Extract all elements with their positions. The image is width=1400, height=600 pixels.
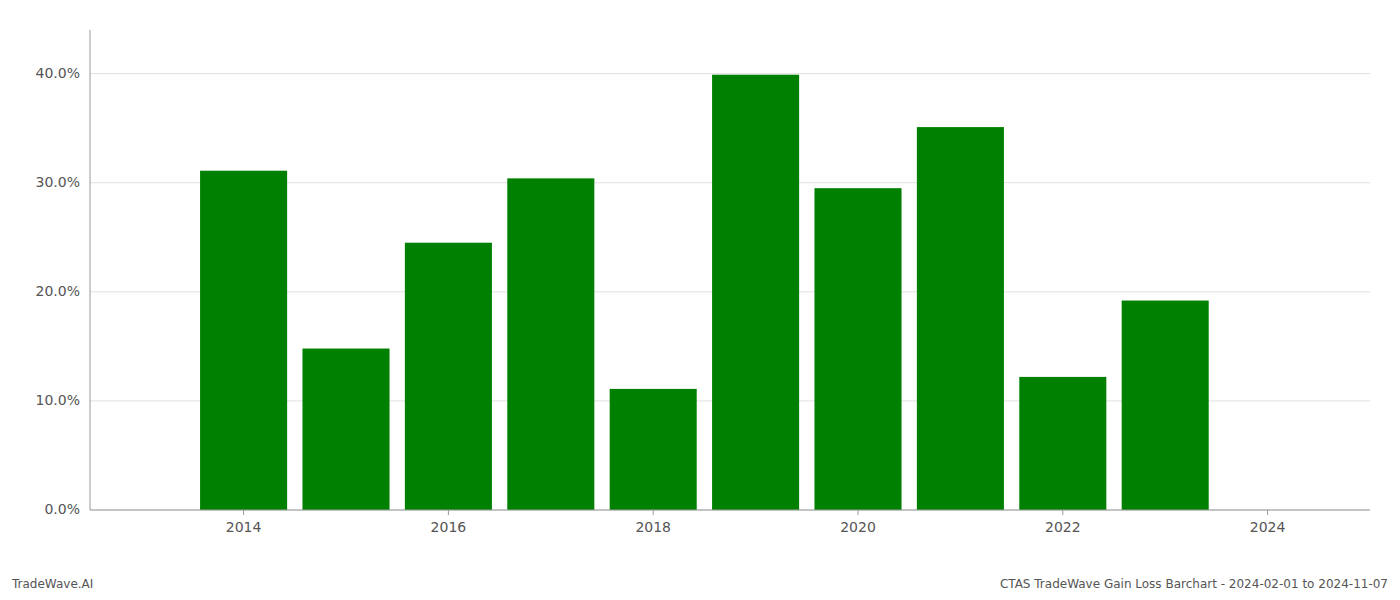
grid-line xyxy=(90,510,1370,511)
bar xyxy=(507,178,594,510)
x-tick xyxy=(858,510,859,515)
bar xyxy=(712,75,799,510)
x-tick-label: 2018 xyxy=(635,519,671,535)
x-tick xyxy=(448,510,449,515)
bar xyxy=(200,171,287,510)
y-axis-line xyxy=(90,30,91,510)
x-axis-line xyxy=(90,510,1370,511)
background xyxy=(0,0,1400,600)
x-tick xyxy=(243,510,244,515)
chart-svg: 0.0% 10.0% 20.0% 30.0% 40.0% 2014 2016 2018 2020… xyxy=(0,0,1400,600)
grid-line xyxy=(90,73,1370,74)
bars xyxy=(200,75,1209,510)
y-grid xyxy=(90,74,1370,510)
x-tick xyxy=(1267,510,1268,515)
bar xyxy=(1122,301,1209,510)
bar xyxy=(814,188,901,510)
x-tick-label: 2024 xyxy=(1250,519,1286,535)
y-tick-label: 40.0% xyxy=(36,65,80,81)
bar xyxy=(610,389,697,510)
y-tick-label: 30.0% xyxy=(36,174,80,190)
x-tick xyxy=(1062,510,1063,515)
bar xyxy=(917,127,1004,510)
footer-text: CTAS TradeWave Gain Loss Barchart - 2024… xyxy=(1000,577,1388,591)
x-tick-label: 2020 xyxy=(840,519,876,535)
x-tick xyxy=(653,510,654,515)
y-tick-label: 0.0% xyxy=(44,501,80,517)
x-tick-label: 2022 xyxy=(1045,519,1081,535)
x-tick-label: 2016 xyxy=(431,519,467,535)
bar xyxy=(302,349,389,510)
y-tick-label: 10.0% xyxy=(36,392,80,408)
bar xyxy=(1019,377,1106,510)
bar xyxy=(405,243,492,510)
x-tick-labels: 2014 2016 2018 2020 2022 2024 xyxy=(226,510,1286,535)
footer-text: TradeWave.AI xyxy=(11,577,93,591)
y-tick-labels: 0.0% 10.0% 20.0% 30.0% 40.0% xyxy=(36,65,80,517)
x-tick-label: 2014 xyxy=(226,519,262,535)
y-tick-label: 20.0% xyxy=(36,283,80,299)
footer: TradeWave.AI CTAS TradeWave Gain Loss Bar… xyxy=(11,577,1388,591)
chart-container: 0.0% 10.0% 20.0% 30.0% 40.0% 2014 2016 2018 2020… xyxy=(0,0,1400,600)
